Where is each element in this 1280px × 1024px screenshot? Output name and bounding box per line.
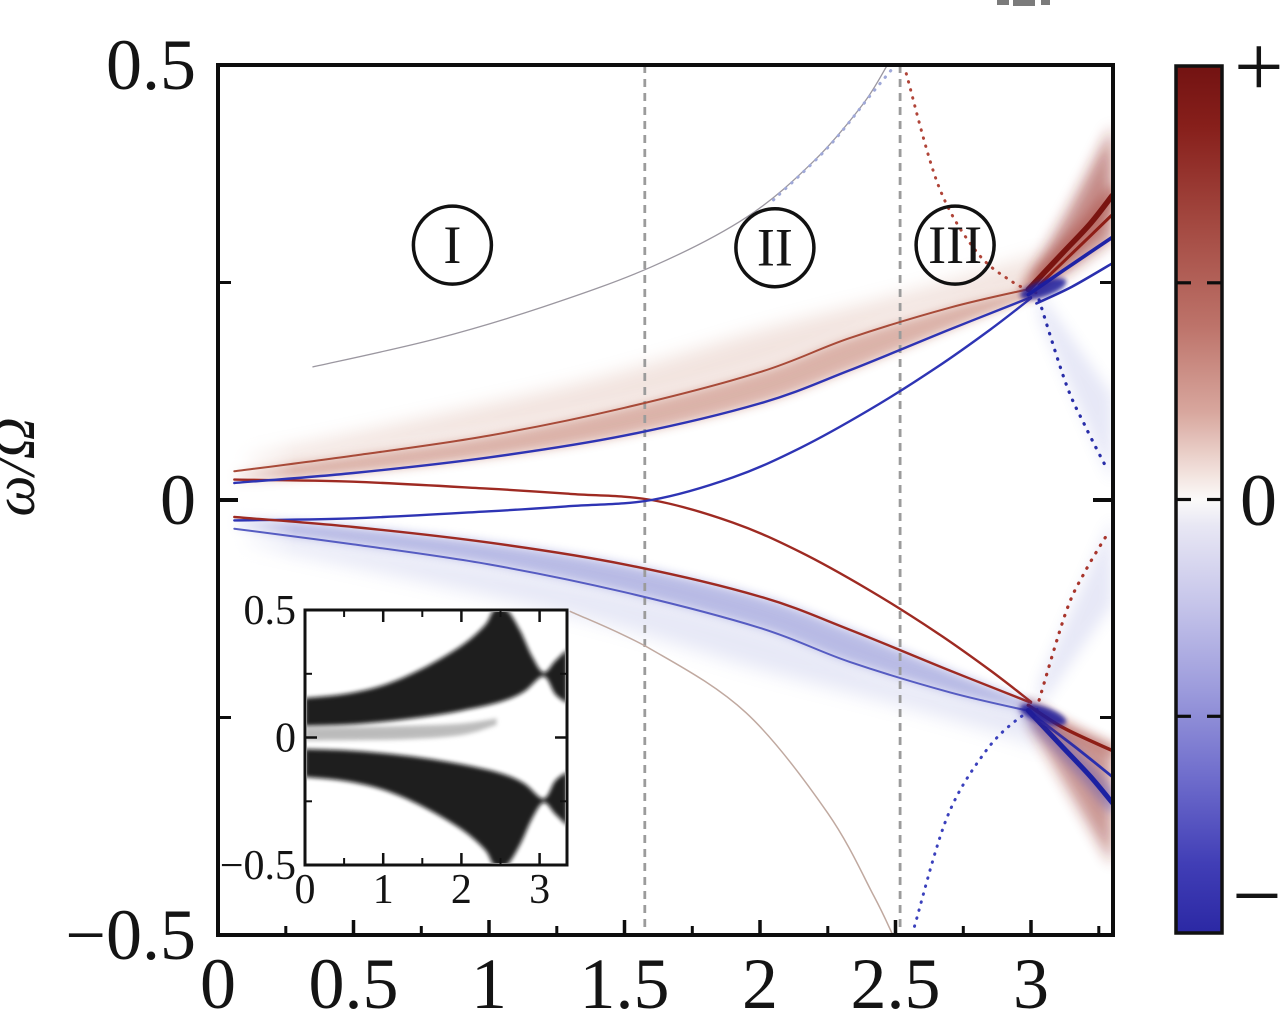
light-red-wing-upper [245,252,1045,470]
colorbar-ticks [1177,281,1221,718]
colorbar-minus-label: − [1232,848,1280,945]
region-circle-I [411,204,494,286]
blue-dotted-after-knot-upper [1037,298,1106,466]
inset-x-tick-label-1: 1 [373,867,394,913]
main-axis-ticks [216,281,1113,935]
colorbar-plus-label: + [1234,19,1280,116]
pinch-knot-lower [1020,704,1067,726]
region-label-I: I [443,215,461,275]
pinch-knot-upper [1020,277,1067,300]
region-label-III: III [928,215,982,275]
blue-line2-after-knot-upper [1035,262,1111,305]
blue-envelope-edge-lower [233,527,1032,713]
region-labels: I II III [411,204,996,289]
cropped-text-fragment [997,0,1050,6]
red-envelope-edge-upper [233,287,1032,473]
inset-x-tick-label-0: 0 [295,867,316,913]
region-circle-II [734,206,816,289]
y-tick-label-0: 0 [160,460,196,540]
x-tick-label-0.5: 0.5 [309,944,399,1024]
x-tick-label-3: 3 [1013,944,1049,1024]
faint-thin-branch-upper [312,67,887,368]
blue-line2-after-knot-lower [1035,716,1111,778]
inset-y-tick-label-0: 0 [275,716,296,762]
x-tick-label-0: 0 [200,944,236,1024]
red-dotted-after-knot-lower [1037,533,1109,702]
faint-branch-upper-dotted-tip [772,67,896,202]
inset-x-tick-label-2: 2 [451,867,472,913]
inset-y-tick-label-−0.5: −0.5 [220,843,296,889]
main-axis-labels: 0 0.5 1 1.5 2 2.5 30.50−0.5 [65,25,1049,1024]
blue-dotted-ascending-lower [913,707,1041,928]
y-tick-label-0.5: 0.5 [106,25,196,105]
x-tick-label-1.5: 1.5 [580,944,670,1024]
dark-blue-band-after-knot-lower [1025,708,1111,805]
x-tick-label-1: 1 [471,944,507,1024]
y-tick-label-−0.5: −0.5 [65,895,196,975]
inset-axis-ticks [303,610,567,865]
inset-plot-area [307,612,565,863]
dark-red-band-after-knot-upper [1025,193,1111,293]
inset-x-tick-label-3: 3 [529,867,550,913]
x-tick-label-2.5: 2.5 [851,944,941,1024]
x-tick-label-2: 2 [742,944,778,1024]
light-blue-wing-lower [245,530,1045,748]
inset-gray-sliver [307,718,497,741]
main-plot-area [220,67,1111,933]
blue-tail-fan-upper [1039,291,1111,480]
left-fade-wash [220,330,295,690]
red-line2-after-knot-upper [1037,213,1111,287]
blue-tail-fan-lower [1039,520,1111,709]
faint-thin-branch-lower [569,610,893,933]
y-axis-title: ω/Ω [0,417,47,516]
red-branch-crossing-zero [233,478,1033,703]
colorbar-zero-label: 0 [1240,460,1277,542]
red-branch-lower [233,515,1033,704]
inset-upper-black-band [307,612,565,726]
inset-y-tick-label-0.5: 0.5 [244,588,297,634]
blue-branch-crossing-zero [233,297,1033,522]
region-label-II: II [757,218,793,278]
inset-lower-black-band [307,749,565,863]
blue-branch-upper [233,296,1033,485]
inset-axis-labels: 0 1 2 30.50−0.5 [220,588,550,913]
region-circle-III [914,204,996,286]
